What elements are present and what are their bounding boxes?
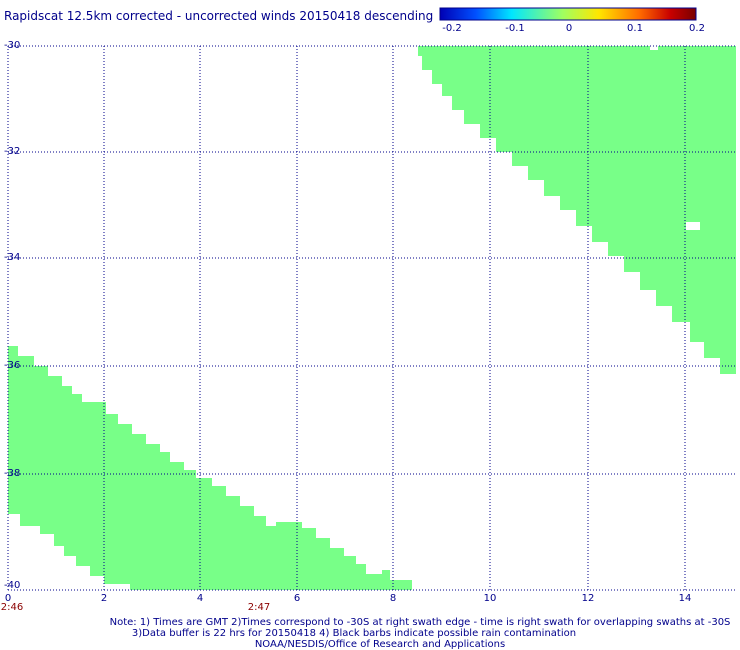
colorbar-label-1: -0.2 (442, 23, 462, 34)
colorbar-label-2: -0.1 (505, 23, 525, 34)
lat-label: -34 (4, 252, 20, 263)
lon-label: 10 (484, 593, 497, 604)
colorbar (439, 7, 697, 21)
lat-label: -30 (4, 40, 20, 51)
note-line-3: NOAA/NESDIS/Office of Research and Appli… (255, 639, 505, 650)
lat-label: -36 (4, 360, 20, 371)
lon-label: 2 (101, 593, 107, 604)
lat-label: -40 (4, 580, 20, 591)
note-line-2: 3)Data buffer is 22 hrs for 20150418 4) … (132, 628, 576, 639)
data-gap (650, 46, 658, 50)
upper-swath (418, 46, 736, 374)
data-gap (686, 222, 700, 230)
swath-layer (8, 46, 736, 590)
map-gridlines (7, 45, 736, 591)
lon-label: 6 (294, 593, 300, 604)
time-label: 2:46 (1, 602, 23, 613)
lower-swath (8, 346, 412, 590)
lon-label: 0 (5, 593, 11, 604)
note-line-1: Note: 1) Times are GMT 2)Times correspon… (110, 617, 731, 628)
colorbar-label-3: 0 (566, 23, 572, 34)
lon-label: 4 (197, 593, 203, 604)
lon-label: 8 (390, 593, 396, 604)
time-label: 2:47 (248, 602, 270, 613)
lon-label: 14 (679, 593, 692, 604)
colorbar-label-5: 0.2 (689, 23, 705, 34)
lat-label: -32 (4, 146, 20, 157)
lat-label: -38 (4, 468, 20, 479)
colorbar-label-4: 0.1 (627, 23, 643, 34)
lon-label: 12 (582, 593, 595, 604)
map-title: Rapidscat 12.5km corrected - uncorrected… (4, 9, 433, 23)
